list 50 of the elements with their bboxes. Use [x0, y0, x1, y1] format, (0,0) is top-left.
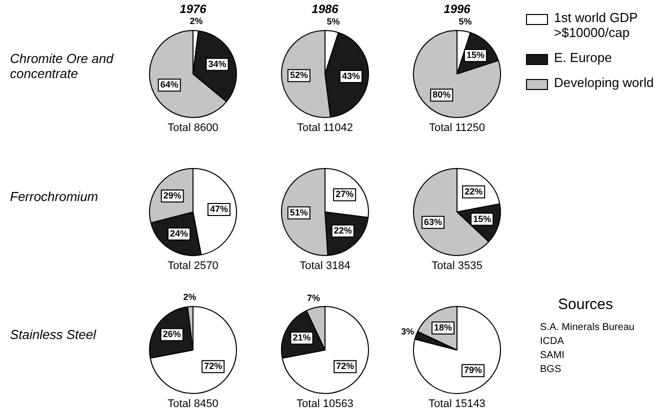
- data-label: 24%: [170, 228, 188, 239]
- data-label: 15%: [466, 50, 484, 60]
- text: BGS: [540, 363, 562, 377]
- data-label: 5%: [458, 16, 472, 27]
- data-label: 51%: [290, 207, 308, 218]
- data-label: 63%: [424, 216, 442, 227]
- data-label: 52%: [290, 70, 308, 80]
- data-label: 43%: [342, 70, 360, 81]
- text: Total 3184: [298, 260, 352, 274]
- data-label: 2%: [190, 16, 203, 26]
- legend-label: 1st world GDP >$10000/cap: [554, 10, 639, 40]
- text: Total 8600: [166, 122, 220, 136]
- data-label: 27%: [336, 189, 354, 200]
- data-label: 5%: [326, 16, 340, 27]
- data-label: 64%: [160, 80, 178, 90]
- text: S.A. Minerals Bureau: [540, 321, 634, 335]
- text: Chromite Ore and concentrate: [10, 51, 115, 81]
- data-label: 72%: [336, 361, 354, 372]
- data-label: 21%: [292, 332, 311, 343]
- data-label: 3%: [401, 326, 414, 337]
- text: Total 15143: [428, 398, 486, 412]
- text: Total 10563: [296, 398, 354, 412]
- text: Ferrochromium: [10, 189, 100, 204]
- data-label: 80%: [432, 90, 451, 100]
- data-label: 2%: [183, 292, 196, 302]
- data-label: 26%: [162, 329, 181, 340]
- text: Total 11250: [428, 122, 486, 136]
- data-label: 15%: [473, 214, 492, 224]
- text: Total 2570: [166, 260, 220, 274]
- data-label: 34%: [208, 58, 226, 69]
- legend-label: E. Europe: [554, 50, 612, 65]
- text: SAMI: [540, 349, 566, 363]
- text: Stainless Steel: [10, 327, 98, 342]
- chart-title: 1976: [178, 2, 208, 16]
- chart-title: 1996: [442, 2, 472, 16]
- data-label: 7%: [307, 293, 320, 304]
- text: Sources: [558, 296, 614, 313]
- chart-title: 1986: [310, 2, 340, 16]
- text: Total 3535: [430, 260, 484, 274]
- text: ICDA: [540, 335, 565, 349]
- legend-label: Developing world: [554, 75, 654, 90]
- text: Total 11042: [296, 122, 354, 136]
- text: Total 8450: [166, 398, 220, 412]
- data-label: 47%: [210, 204, 228, 214]
- data-label: 29%: [163, 190, 182, 200]
- data-label: 79%: [464, 365, 482, 376]
- data-label: 72%: [204, 361, 222, 372]
- data-label: 18%: [434, 322, 452, 332]
- data-label: 22%: [334, 226, 352, 236]
- data-label: 22%: [464, 186, 483, 196]
